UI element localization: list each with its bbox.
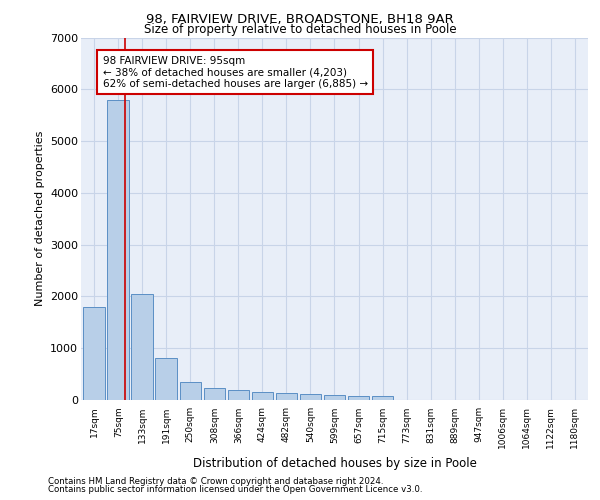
Text: Contains public sector information licensed under the Open Government Licence v3: Contains public sector information licen… bbox=[48, 485, 422, 494]
Bar bbox=[348, 396, 370, 400]
Bar bbox=[179, 382, 201, 400]
Bar bbox=[299, 394, 321, 400]
Bar bbox=[323, 396, 346, 400]
Bar bbox=[107, 100, 129, 400]
Bar bbox=[155, 358, 177, 400]
Bar bbox=[372, 396, 394, 400]
Bar bbox=[131, 294, 153, 400]
Y-axis label: Number of detached properties: Number of detached properties bbox=[35, 131, 44, 306]
Text: Contains HM Land Registry data © Crown copyright and database right 2024.: Contains HM Land Registry data © Crown c… bbox=[48, 477, 383, 486]
Bar bbox=[275, 394, 297, 400]
Bar bbox=[251, 392, 273, 400]
Bar bbox=[83, 307, 105, 400]
Text: 98, FAIRVIEW DRIVE, BROADSTONE, BH18 9AR: 98, FAIRVIEW DRIVE, BROADSTONE, BH18 9AR bbox=[146, 12, 454, 26]
X-axis label: Distribution of detached houses by size in Poole: Distribution of detached houses by size … bbox=[193, 456, 476, 469]
Bar bbox=[227, 390, 249, 400]
Text: 98 FAIRVIEW DRIVE: 95sqm
← 38% of detached houses are smaller (4,203)
62% of sem: 98 FAIRVIEW DRIVE: 95sqm ← 38% of detach… bbox=[103, 56, 368, 89]
Bar bbox=[203, 388, 225, 400]
Text: Size of property relative to detached houses in Poole: Size of property relative to detached ho… bbox=[143, 22, 457, 36]
